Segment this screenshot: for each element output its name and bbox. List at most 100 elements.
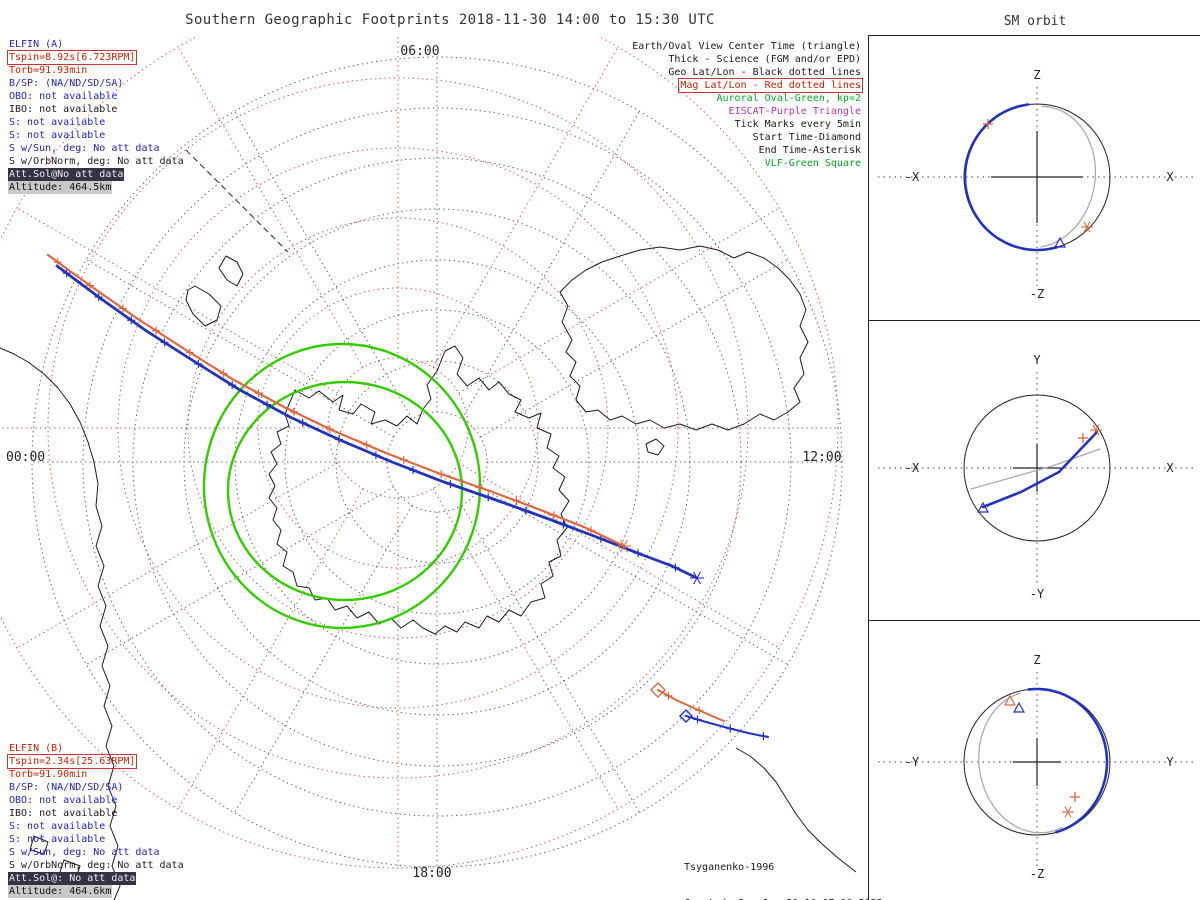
- five-min-tick: [399, 455, 408, 464]
- sm-orbit-panel-xy: Y -Y -X X: [878, 353, 1194, 601]
- page-title: Southern Geographic Footprints 2018-11-3…: [185, 12, 715, 28]
- five-min-tick: [152, 326, 161, 335]
- five-min-tick: [664, 691, 673, 700]
- five-min-tick: [634, 549, 643, 558]
- five-min-tick: [371, 451, 380, 460]
- geo-grid: [31, 56, 843, 868]
- five-min-tick: [335, 435, 344, 444]
- plus-marker: [983, 119, 993, 129]
- mlt-label-1200: 12:00: [802, 450, 842, 465]
- five-min-tick: [446, 480, 455, 489]
- info-line: B/SP: (NA/ND/SD/SA): [9, 78, 124, 89]
- elfin-a-footprint: [55, 264, 704, 585]
- info-line: Tspin=8.92s[6.723RPM]: [6, 50, 138, 65]
- legend-line: Mag Lat/Lon - Red dotted lines: [678, 78, 863, 93]
- five-min-tick: [521, 506, 530, 515]
- five-min-tick: [263, 400, 272, 409]
- legend-line: Auroral Oval-Green, kp=2: [716, 93, 862, 104]
- five-min-tick: [254, 389, 263, 398]
- info-line: S: not available: [9, 834, 106, 845]
- plus-marker: [1078, 433, 1088, 443]
- map-layer: [0, 36, 857, 900]
- axis-label: -Z: [1030, 287, 1044, 301]
- legend-line: Start Time-Diamond: [752, 132, 861, 143]
- five-min-tick: [160, 338, 169, 347]
- info-line: IBO: not available: [9, 808, 118, 819]
- info-line: Torb=91.90min: [9, 769, 88, 780]
- five-min-tick: [62, 269, 71, 278]
- triangle-marker: [1003, 694, 1017, 706]
- elfin-a-start-segment: [679, 709, 769, 741]
- axis-label: Y: [1033, 353, 1041, 367]
- info-line: IBO: not available: [9, 104, 118, 115]
- five-min-tick: [726, 724, 735, 733]
- coastline-south-america: [0, 347, 121, 900]
- sm-orbit-panel-yz: Z -Z -Y Y: [878, 653, 1194, 881]
- coastline-tasmania: [645, 438, 665, 456]
- info-line: Altitude: 464.5km: [8, 181, 113, 194]
- five-min-tick: [408, 466, 417, 475]
- info-line: S w/OrbNorm, deg: No att data: [9, 860, 184, 871]
- legend-line: Tick Marks every 5min: [734, 119, 861, 130]
- elfin-a-info-block: ELFIN (A) Tspin=8.92s[6.723RPM] Torb=91.93…: [6, 38, 185, 194]
- start-time-diamond-a: [679, 709, 693, 723]
- axis-label: -X: [905, 461, 920, 475]
- mlt-label-0600: 06:00: [400, 44, 440, 59]
- five-min-tick: [586, 526, 595, 535]
- dashed-meridian: [185, 149, 289, 253]
- five-min-tick: [437, 470, 446, 479]
- five-min-tick: [185, 348, 194, 357]
- model-label: Tsyganenko-1996: [684, 862, 775, 873]
- asterisk-marker: [1081, 221, 1093, 233]
- created-label: Created: Sun Jan 29 10:07:10 2023: [684, 898, 883, 900]
- info-line: S w/Sun, deg: No att data: [9, 847, 160, 858]
- info-line: B/SP: (NA/ND/SD/SA): [9, 782, 124, 793]
- five-min-tick: [362, 440, 371, 449]
- asterisk-marker: [1062, 806, 1074, 818]
- five-min-tick: [512, 496, 521, 505]
- info-line: Att.Sol@No att data: [8, 168, 125, 181]
- end-time-asterisk-a: [690, 571, 704, 585]
- info-line: S w/OrbNorm, deg: No att data: [9, 156, 184, 167]
- five-min-tick: [94, 293, 103, 302]
- axis-label: Z: [1033, 68, 1040, 82]
- five-min-tick: [228, 381, 237, 390]
- info-line: S: not available: [9, 821, 106, 832]
- auroral-oval: [202, 342, 482, 630]
- info-line: Att.Sol@: No att data: [8, 872, 137, 885]
- coastlines: [0, 245, 857, 900]
- sm-orbit-panel-xz: Z -Z -X X: [878, 68, 1194, 301]
- axis-label: X: [1166, 170, 1174, 184]
- axis-label: Z: [1033, 653, 1040, 667]
- five-min-tick: [559, 520, 568, 529]
- triangle-marker: [976, 501, 990, 513]
- sm-orbit-title: SM orbit: [1003, 14, 1067, 29]
- five-min-tick: [289, 407, 298, 416]
- legend-line: Earth/Oval View Center Time (triangle): [632, 41, 861, 52]
- five-min-tick: [118, 304, 127, 313]
- coastline-nz-south-island: [185, 285, 222, 327]
- legend-line: End Time-Asterisk: [758, 145, 861, 156]
- info-line: Altitude: 464.6km: [8, 885, 113, 898]
- asterisk-marker: [1090, 424, 1102, 436]
- info-line: S: not available: [9, 117, 106, 128]
- coastline-africa: [735, 747, 857, 873]
- five-min-tick: [127, 316, 136, 325]
- axis-label: -Y: [1030, 587, 1045, 601]
- five-min-tick: [219, 369, 228, 378]
- triangle-marker: [1053, 236, 1067, 248]
- coastline-nz-north-island: [218, 255, 244, 287]
- five-min-tick: [695, 706, 704, 715]
- axis-label: X: [1166, 461, 1174, 475]
- axis-label: -X: [905, 170, 920, 184]
- elfin-b-info-block: ELFIN (B) Tspin=2.34s[25.63RPM] Torb=91.90…: [6, 742, 185, 898]
- credits-block: Tsyganenko-1996 Created: Sun Jan 29 10:0…: [684, 838, 883, 900]
- info-line: ELFIN (B): [9, 743, 64, 754]
- five-min-tick: [693, 715, 702, 724]
- elfin-b-start-segment: [650, 682, 725, 722]
- coastline-antarctica: [268, 345, 570, 635]
- axis-label: Y: [1166, 755, 1174, 769]
